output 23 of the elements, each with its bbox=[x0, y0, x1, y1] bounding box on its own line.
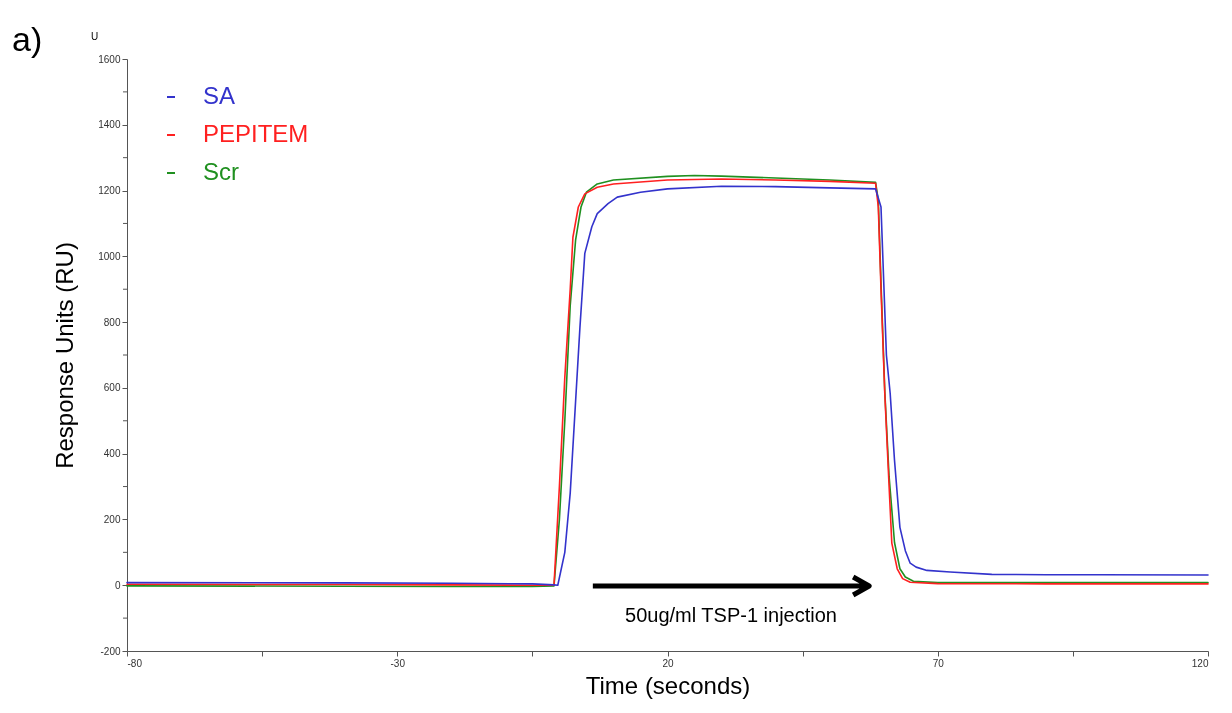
y-tick-label: 1200 bbox=[98, 185, 121, 197]
text: U bbox=[91, 31, 99, 42]
legend-label: PEPITEM bbox=[203, 120, 309, 147]
x-axis-title: Time (seconds) bbox=[585, 671, 751, 699]
y-tick-label: 400 bbox=[103, 448, 121, 460]
x-tick-label: -80 bbox=[127, 657, 143, 669]
y-tick-label: 800 bbox=[103, 316, 121, 328]
y-tick-label: -200 bbox=[100, 645, 121, 657]
y-tick-label: 200 bbox=[103, 513, 121, 525]
x-tick-label: 20 bbox=[662, 657, 674, 669]
y-tick-label: 1600 bbox=[98, 53, 121, 65]
y-axis-title: Response Units (RU) bbox=[51, 242, 79, 469]
y-tick-label: 600 bbox=[103, 382, 121, 394]
x-tick-label: 70 bbox=[932, 657, 945, 669]
y-tick-label: 1400 bbox=[98, 119, 121, 131]
annotation: 50ug/ml TSP-1 injection bbox=[625, 604, 837, 626]
legend-label: Scr bbox=[203, 158, 240, 185]
x-tick-label: -30 bbox=[390, 657, 406, 669]
legend-label: SA bbox=[203, 82, 236, 109]
y-tick-label: 0 bbox=[114, 579, 121, 591]
x-tick-label: 120 bbox=[1191, 657, 1209, 669]
y-tick-label: 1000 bbox=[98, 250, 121, 262]
text: a) bbox=[12, 20, 43, 58]
